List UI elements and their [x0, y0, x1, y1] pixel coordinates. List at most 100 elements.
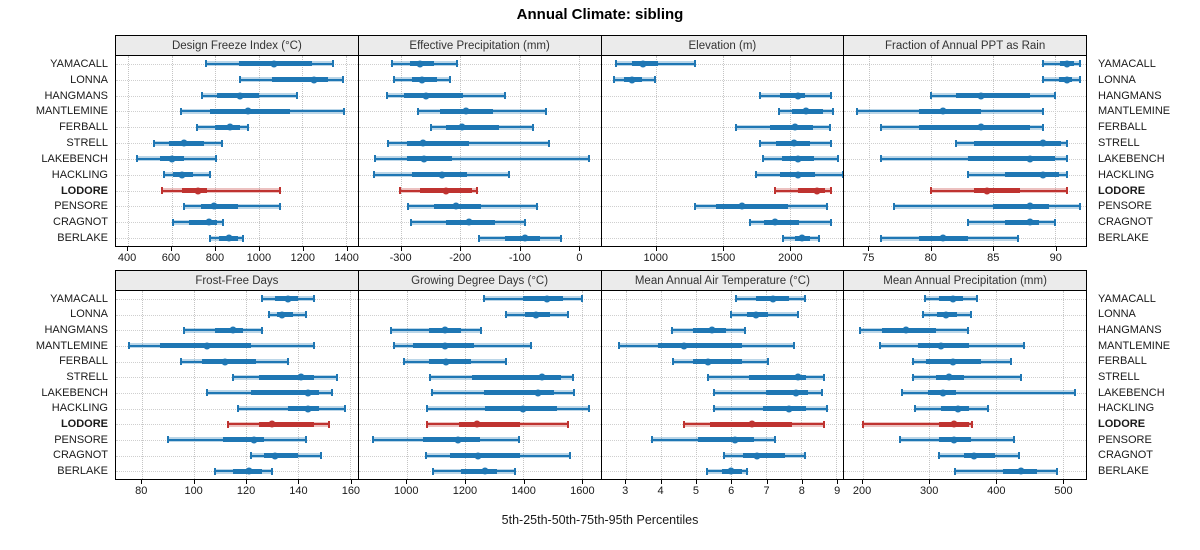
x-tick-label: 160	[341, 485, 361, 497]
panel-title: Design Freeze Index (°C)	[171, 39, 302, 52]
iqr-25th-75th-band	[222, 437, 265, 443]
panel-frame: Mean Annual Precipitation (mm)	[843, 270, 1087, 480]
cap-5th	[237, 405, 240, 412]
x-tick-label: 1400	[511, 485, 536, 497]
grid-line-vertical	[302, 56, 304, 246]
cap-95th-highlighted	[475, 187, 478, 195]
grid-line-horizontal	[601, 222, 844, 224]
cap-5th	[127, 342, 130, 350]
x-tick-mark	[193, 480, 195, 484]
median-dot	[1063, 60, 1071, 68]
panel-frame: Growing Degree Days (°C)	[357, 270, 602, 480]
x-tick-label: 5	[692, 485, 699, 497]
median-dot	[794, 171, 802, 179]
grid-line-horizontal	[601, 63, 844, 65]
median-dot	[902, 326, 910, 334]
site-label-hangmans: HANGMANS	[44, 89, 108, 102]
iqr-25th-75th-band	[993, 203, 1049, 209]
median-dot-highlighted	[194, 187, 202, 195]
x-tick-mark	[790, 247, 792, 251]
cap-95th	[803, 452, 806, 459]
x-tick-label: 600	[161, 252, 181, 264]
median-dot	[271, 452, 279, 459]
x-tick-mark	[298, 480, 300, 484]
cap-5th	[911, 358, 914, 365]
cap-5th	[182, 202, 185, 210]
site-label-lakebench: LAKEBENCH	[41, 386, 108, 399]
cap-95th	[260, 326, 263, 334]
cap-5th	[372, 436, 375, 444]
panel-row-top: YAMACALL LONNA HANGMANS MANTLEMINE FERBALL ST…	[0, 35, 1200, 273]
median-dot	[538, 373, 546, 381]
panel-title: Mean Annual Air Temperature (°C)	[634, 274, 810, 287]
cap-5th	[911, 373, 914, 381]
grid-line-vertical	[789, 56, 791, 246]
cap-95th	[826, 405, 829, 412]
x-tick-label: 8	[798, 485, 805, 497]
cap-95th	[517, 436, 520, 444]
cap-5th	[930, 92, 933, 100]
cap-5th	[504, 311, 507, 318]
median-dot	[794, 155, 802, 163]
median-dot	[420, 155, 428, 163]
cap-5th-highlighted	[930, 187, 933, 195]
cap-5th-highlighted	[398, 187, 401, 195]
site-label-berlake: BERLAKE	[57, 232, 108, 245]
cap-95th	[1013, 436, 1016, 444]
cap-95th	[320, 452, 323, 459]
median-dot	[226, 123, 234, 131]
cap-5th	[372, 171, 375, 179]
x-tick-label: 1000	[643, 252, 668, 264]
x-tick-label: 400	[117, 252, 137, 264]
cap-5th	[429, 373, 432, 381]
iqr-25th-75th-band	[964, 453, 995, 458]
cap-95th	[304, 436, 307, 444]
median-dot	[704, 358, 712, 365]
panel-plot-area	[844, 291, 1086, 479]
panel-row-bottom: YAMACALL LONNA HANGMANS MANTLEMINE FERBALL ST…	[0, 270, 1200, 506]
site-label-hangmans: HANGMANS	[1098, 324, 1162, 337]
median-dot	[180, 139, 188, 147]
panel-strip: Design Freeze Index (°C)	[116, 36, 358, 56]
site-label-strell: STRELL	[66, 137, 108, 150]
median-dot	[753, 452, 761, 459]
cap-5th	[900, 389, 903, 397]
median-dot	[792, 389, 800, 397]
cap-5th	[205, 60, 208, 68]
iqr-25th-75th-band	[918, 108, 981, 114]
cap-5th	[954, 139, 957, 147]
cap-5th	[859, 326, 862, 334]
site-label-lonna: LONNA	[1098, 73, 1136, 86]
grid-line-horizontal	[601, 238, 844, 240]
x-tick-label: 9	[834, 485, 841, 497]
cap-95th	[653, 76, 656, 84]
median-dot	[1026, 155, 1034, 163]
x-tick-label: 500	[1054, 485, 1073, 497]
grid-line-vertical	[349, 291, 351, 479]
x-tick-label: 1000	[246, 252, 272, 264]
median-dot	[521, 234, 529, 242]
cap-95th-highlighted	[830, 187, 833, 195]
grid-line-vertical	[731, 291, 733, 479]
x-tick-mark	[141, 480, 143, 484]
median-dot	[794, 92, 802, 100]
median-dot	[452, 202, 460, 210]
cap-5th	[231, 373, 234, 381]
site-label-berlake: BERLAKE	[1098, 465, 1149, 478]
panel-6: Growing Degree Days (°C) 1000 1200 1400 1600	[357, 270, 602, 506]
cap-95th	[279, 202, 282, 210]
panel-strip: Mean Annual Air Temperature (°C)	[601, 271, 844, 291]
x-tick-mark	[695, 480, 697, 484]
cap-95th	[830, 218, 833, 226]
cap-95th	[456, 60, 459, 68]
cap-5th	[759, 139, 762, 147]
grid-line-horizontal	[116, 143, 358, 145]
range-5th-95th-line	[893, 205, 1080, 208]
cap-95th	[693, 60, 696, 68]
cap-95th	[831, 107, 834, 115]
cap-95th	[567, 311, 570, 318]
panel-title: Effective Precipitation (mm)	[409, 39, 550, 52]
cap-5th	[260, 295, 263, 303]
cap-5th	[618, 342, 621, 350]
iqr-25th-75th-band	[422, 437, 480, 443]
